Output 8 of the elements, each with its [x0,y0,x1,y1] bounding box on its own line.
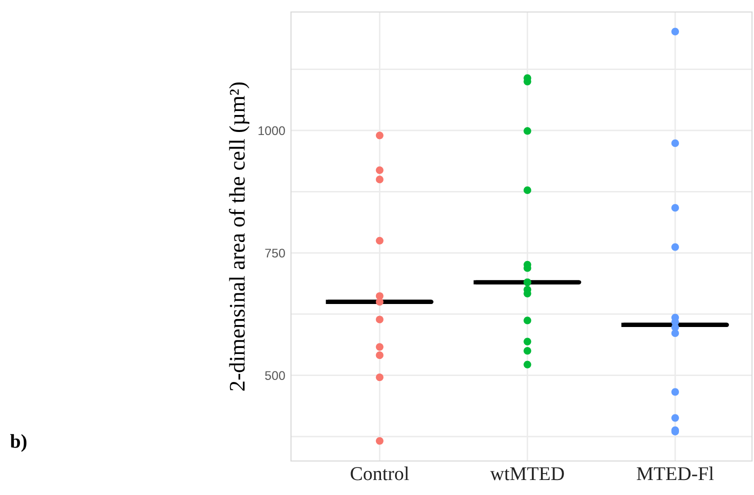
y-tick-label: 500 [265,371,285,380]
y-tick-label: 750 [265,248,285,258]
x-tick-label: wtMTED [490,467,564,480]
y-tick-label: 1000 [258,126,285,136]
x-tick-label: Control [350,466,409,480]
y-axis-title: 2-dimensinal area of the cell (µm²) [228,82,250,391]
x-tick-label: MTED-Fl [636,466,714,480]
text: b) [10,434,26,452]
